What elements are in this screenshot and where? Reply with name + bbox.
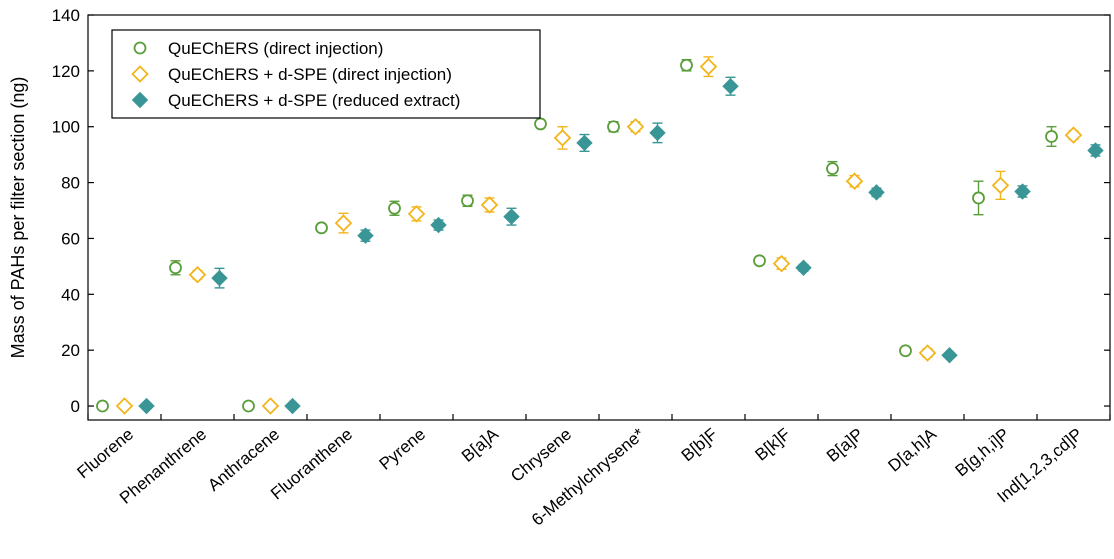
data-point — [315, 221, 328, 235]
data-point — [407, 205, 426, 223]
data-point — [826, 162, 839, 176]
y-tick-label: 100 — [52, 118, 80, 137]
legend-marker — [131, 65, 149, 83]
x-tick-label: B[a]P — [823, 425, 867, 466]
data-point — [1014, 183, 1031, 200]
data-point — [576, 134, 593, 152]
data-point — [503, 208, 520, 225]
data-point — [334, 214, 353, 232]
legend-box — [111, 29, 541, 119]
data-point — [722, 78, 739, 95]
y-tick-label: 0 — [71, 397, 80, 416]
data-point — [899, 344, 912, 358]
y-tick-label: 120 — [52, 62, 80, 81]
data-marks — [96, 56, 1104, 415]
data-point — [772, 254, 791, 273]
data-point — [115, 397, 134, 415]
data-point — [96, 399, 109, 413]
x-tick-label: Pyrene — [376, 425, 429, 474]
x-tick-label: B[b]F — [678, 425, 721, 466]
data-point — [480, 196, 499, 214]
data-point — [242, 399, 255, 413]
legend: QuEChERS (direct injection) QuEChERS + d-… — [111, 29, 541, 119]
y-axis-title: Mass of PAHs per filter section (ng) — [8, 77, 28, 359]
data-point — [795, 259, 812, 276]
data-point — [680, 58, 693, 72]
legend-entry: QuEChERS + d-SPE (reduced extract) — [168, 91, 460, 110]
data-point — [1045, 130, 1058, 143]
data-point — [188, 265, 207, 284]
data-point — [261, 397, 280, 415]
legend-marker — [133, 41, 147, 55]
data-point — [388, 201, 401, 215]
data-point — [626, 117, 645, 136]
data-point — [991, 176, 1010, 195]
data-point — [461, 194, 474, 208]
data-point — [430, 216, 447, 234]
x-tick-label: B[g,h,i]P — [952, 425, 1013, 481]
data-point — [649, 124, 666, 142]
data-point — [211, 269, 228, 287]
y-tick-label: 140 — [52, 6, 80, 25]
data-point — [607, 120, 620, 134]
x-tick-label: Fluorene — [73, 425, 137, 483]
legend-entry: QuEChERS (direct injection) — [168, 39, 383, 58]
legend-marker — [131, 91, 149, 109]
data-point — [972, 191, 985, 205]
data-point — [534, 117, 547, 131]
y-tick-label: 60 — [61, 229, 80, 248]
data-point — [169, 261, 182, 275]
x-tick-label: B[k]F — [751, 425, 794, 465]
data-point — [138, 397, 155, 415]
data-point — [845, 172, 864, 190]
data-point — [753, 254, 766, 268]
x-tick-label: Chrysene — [507, 425, 575, 486]
y-tick-label: 80 — [61, 174, 80, 193]
data-point — [1087, 142, 1104, 159]
data-point — [1064, 126, 1083, 144]
legend-entry: QuEChERS + d-SPE (direct injection) — [168, 65, 452, 84]
axes-layer — [87, 14, 1111, 421]
data-point — [941, 346, 958, 364]
data-point — [357, 227, 374, 244]
data-point — [284, 397, 301, 415]
y-tick-label: 40 — [61, 285, 80, 304]
data-point — [699, 57, 718, 76]
x-tick-label: D[a,h]A — [884, 424, 940, 475]
data-point — [553, 129, 572, 147]
data-point — [918, 344, 937, 362]
y-tick-label: 20 — [61, 341, 80, 360]
x-tick-label: B[a]A — [458, 424, 503, 466]
data-point — [868, 184, 885, 201]
